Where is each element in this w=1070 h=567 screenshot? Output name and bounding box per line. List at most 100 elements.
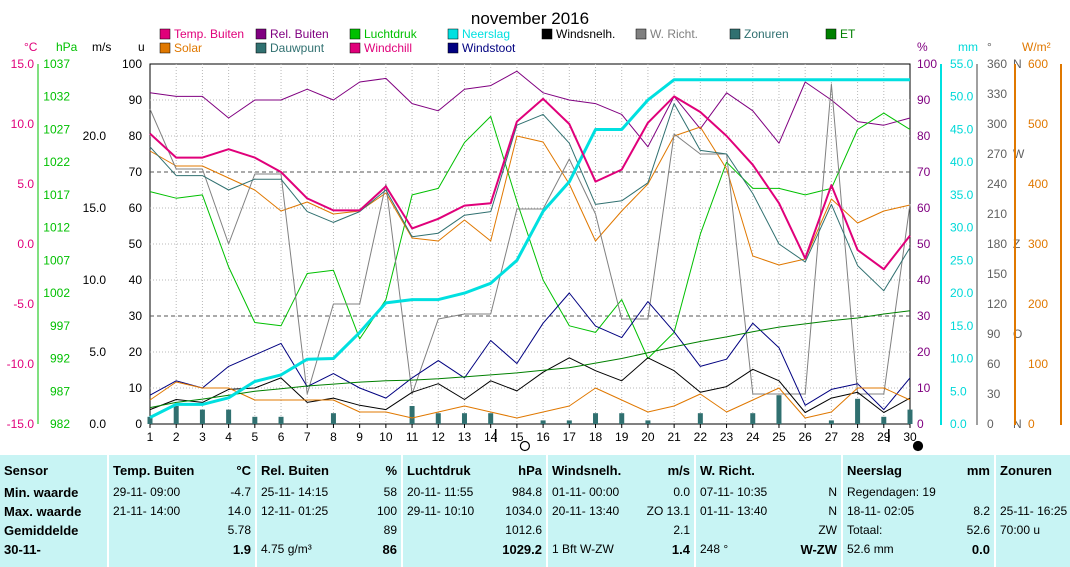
stats-cell-value: 2.1	[673, 523, 690, 537]
axis-tick-solar: 300	[1028, 237, 1048, 251]
axis-tick-pressure: 987	[50, 384, 70, 398]
x-tick-label: 9	[356, 430, 363, 444]
stats-column: Luchtdruk hPa 20-11- 11:55 984.8 29-11- 10:1…	[403, 455, 546, 567]
direction-compass-label: N	[1013, 417, 1022, 431]
axis-tick-solar: 0	[1028, 417, 1035, 431]
stats-cell-value: 1034.0	[505, 504, 542, 518]
series-line	[149, 126, 911, 266]
x-tick-label: 1	[147, 430, 154, 444]
axis-tick-direction: 240	[987, 177, 1007, 191]
axis-tick-solar: 400	[1028, 177, 1048, 191]
zonuren-bar	[566, 420, 572, 424]
stats-column-title: Luchtdruk	[407, 463, 471, 478]
stats-row-label: 30-11-	[4, 542, 41, 557]
zonuren-bar	[226, 409, 232, 424]
x-tick-label: 25	[772, 430, 786, 444]
axis-tick-rain: 30.0	[950, 221, 974, 235]
x-tick-label: 8	[330, 430, 337, 444]
series-line	[149, 78, 910, 419]
stats-cell-label: 29-11- 10:10	[407, 504, 475, 518]
stats-cell-value: 5.78	[227, 523, 251, 537]
axis-tick-pressure: 1022	[43, 155, 70, 169]
direction-compass-label: O	[1013, 327, 1022, 341]
stats-cell-label: 1 Bft W-ZW	[552, 542, 614, 556]
stats-cell-value: 14.0	[227, 504, 251, 518]
axis-tick-temp: 15.0	[11, 57, 35, 71]
axis-tick-humidity: 30	[917, 309, 931, 323]
zonuren-bar	[147, 416, 153, 424]
stats-cell-label: 248 °	[700, 542, 729, 556]
axis-tick-direction: 60	[987, 357, 1001, 371]
x-tick-label: 14	[484, 430, 498, 444]
axis-tick-uv: 50	[129, 237, 143, 251]
axis-tick-rain: 10.0	[950, 352, 974, 366]
x-axis: 1 2 3 4 5 6 7 8 9 10 11 12 13 14 15 16 17 18 19 20 21 22 23 24 2…	[147, 424, 924, 452]
chart-grid	[150, 64, 910, 424]
legend-label: Solar	[174, 41, 202, 55]
stats-column: Rel. Buiten% 25-11- 14:15 58 12-11- 01:25 10…	[257, 455, 401, 567]
legend-item: Windchill	[349, 41, 412, 55]
legend-item: Zonuren	[729, 27, 789, 41]
x-tick-label: 23	[720, 430, 734, 444]
x-tick-label: 2	[173, 430, 180, 444]
x-tick-label: 28	[851, 430, 865, 444]
legend-item: ET	[825, 27, 856, 41]
axis-tick-pressure: 1002	[43, 286, 70, 300]
x-tick-label: 4	[225, 430, 232, 444]
axis-tick-direction: 90	[987, 327, 1001, 341]
axis-tick-temp: 10.0	[11, 117, 35, 131]
axis-tick-solar: 600	[1028, 57, 1048, 71]
legend-item: Windstoot	[447, 41, 516, 55]
axis-tick-uv: 100	[122, 57, 142, 71]
x-tick-label: 26	[798, 430, 812, 444]
chart-legend: Temp. Buiten Rel. Buiten Luchtdruk Neerslag…	[159, 27, 856, 55]
axis-tick-temp: 0.0	[17, 237, 34, 251]
axis-tick-humidity: 50	[917, 237, 931, 251]
axis-tick-direction: 150	[987, 267, 1007, 281]
stats-cell-label: 12-11- 01:25	[261, 504, 329, 518]
axis-tick-pressure: 1007	[43, 253, 70, 267]
stats-column-title: W. Richt.	[700, 463, 755, 478]
legend-label: Dauwpunt	[270, 41, 325, 55]
axis-tick-humidity: 60	[917, 201, 931, 215]
axis-unit-wind: m/s	[92, 40, 111, 54]
axis-tick-direction: 0	[987, 417, 994, 431]
axis-tick-pressure: 1012	[43, 221, 70, 235]
axis-tick-pressure: 997	[50, 319, 70, 333]
stats-column-unit: °C	[236, 463, 251, 478]
x-tick-label: 18	[589, 430, 603, 444]
chart-title: november 2016	[471, 9, 589, 28]
zonuren-bar	[461, 413, 467, 424]
axis-tick-rain: 55.0	[950, 57, 974, 71]
axis-tick-rain: 25.0	[950, 253, 974, 267]
x-tick-label: 11	[406, 430, 419, 444]
axis-tick-rain: 15.0	[950, 319, 974, 333]
axis-tick-wind: 20.0	[83, 129, 107, 143]
x-tick-label: 5	[251, 430, 258, 444]
legend-item: Temp. Buiten	[159, 27, 244, 41]
stats-cell-label: 20-11- 13:40	[552, 504, 620, 518]
legend-swatch	[349, 42, 361, 54]
series-line	[149, 381, 911, 419]
axis-tick-pressure: 992	[50, 352, 70, 366]
axis-tick-rain: 45.0	[950, 122, 974, 136]
zonuren-bar	[278, 416, 284, 424]
axis-tick-solar: 200	[1028, 297, 1048, 311]
zonuren-bar	[855, 398, 861, 424]
x-tick-label: 12	[432, 430, 446, 444]
axis-tick-uv: 30	[129, 309, 143, 323]
stats-cell-value: ZW	[818, 523, 837, 537]
stats-column: Zonuren 25-11- 16:25 70:00 u	[996, 455, 1070, 567]
axis-tick-uv: 70	[129, 165, 143, 179]
axis-unit-direction: °	[987, 40, 992, 54]
legend-label: Luchtdruk	[364, 27, 418, 41]
x-tick-label: 13	[458, 430, 472, 444]
zonuren-bar	[881, 416, 887, 424]
axis-tick-humidity: 40	[917, 273, 931, 287]
x-tick-label: 24	[746, 430, 760, 444]
stats-cell-label: 25-11- 14:15	[261, 485, 329, 499]
series-line	[149, 83, 911, 395]
axis-tick-uv: 90	[129, 93, 143, 107]
axis-tick-wind: 10.0	[83, 273, 107, 287]
stats-column-unit: m/s	[667, 463, 690, 478]
